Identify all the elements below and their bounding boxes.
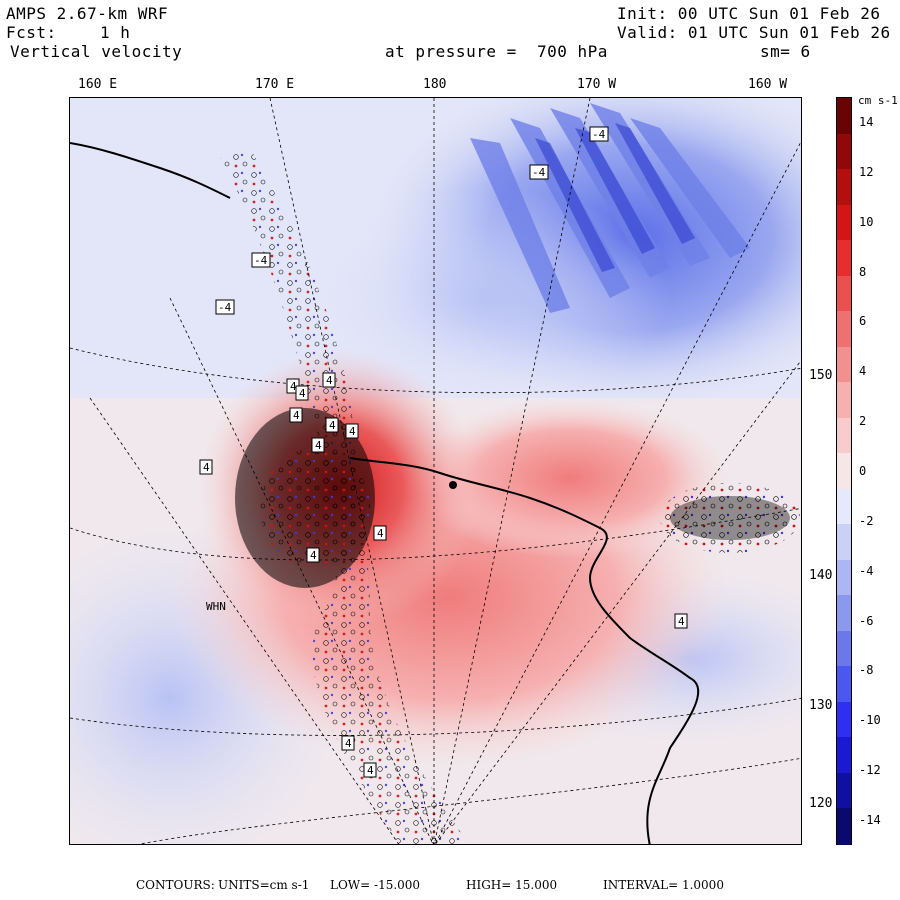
colorbar-tick-label: -8 bbox=[859, 663, 874, 678]
lon-label-170e: 170 E bbox=[255, 77, 295, 92]
svg-text:4: 4 bbox=[349, 425, 356, 438]
contour-label: -4 bbox=[589, 126, 609, 142]
model-title: AMPS 2.67-km WRF bbox=[6, 4, 169, 23]
colorbar-swatch bbox=[837, 98, 851, 135]
colorbar-tick-label: -12 bbox=[859, 763, 881, 778]
coastline-north bbox=[70, 142, 231, 199]
lon-label-180: 180 bbox=[423, 77, 447, 92]
map-plot: -4 -4 -4 -4 4 4 4 4 4 4 4 4 4 4 4 4 4 WH… bbox=[69, 97, 802, 845]
colorbar-swatch bbox=[837, 488, 851, 526]
footer-contours: CONTOURS: bbox=[136, 878, 215, 892]
colorbar-tick-label: -6 bbox=[859, 613, 874, 628]
contour-label: 4 bbox=[345, 423, 359, 439]
lon-label-160e: 160 E bbox=[78, 77, 118, 92]
positive-region-east bbox=[410, 398, 730, 558]
colorbar-swatch bbox=[837, 524, 851, 561]
svg-text:4: 4 bbox=[310, 549, 317, 562]
contour-label: 4 bbox=[325, 417, 339, 433]
footer-low: LOW= -15.000 bbox=[330, 878, 421, 892]
colorbar-swatch bbox=[837, 737, 851, 774]
contour-label: 4 bbox=[306, 547, 320, 563]
contour-label: 4 bbox=[341, 735, 355, 751]
forecast-label: Fcst: bbox=[6, 23, 57, 42]
colorbar-swatch bbox=[837, 630, 851, 668]
svg-text:4: 4 bbox=[290, 380, 297, 393]
valid-time: Valid: 01 UTC Sun 01 Feb 26 bbox=[617, 23, 891, 42]
contour-label: 4 bbox=[674, 613, 688, 629]
colorbar-tick-label: 10 bbox=[859, 214, 874, 229]
convection-east bbox=[660, 483, 800, 553]
contour-label: 4 bbox=[373, 525, 387, 541]
colorbar-swatch bbox=[837, 666, 851, 703]
colorbar-swatch bbox=[837, 701, 851, 739]
svg-text:4: 4 bbox=[377, 527, 384, 540]
svg-text:4: 4 bbox=[345, 737, 352, 750]
contour-label: 4 bbox=[289, 407, 303, 423]
colorbar-swatch bbox=[837, 275, 851, 313]
footer-units: UNITS=cm s-1 bbox=[218, 878, 310, 892]
colorbar-swatch bbox=[837, 595, 851, 632]
colorbar-swatch bbox=[837, 417, 851, 455]
footer-high: HIGH= 15.000 bbox=[466, 878, 558, 892]
station-label: WHN bbox=[206, 600, 226, 613]
colorbar-tick-label: -10 bbox=[859, 713, 881, 728]
colorbar-unit: cm s-1 bbox=[858, 94, 898, 107]
footer-interval: INTERVAL= 1.0000 bbox=[603, 878, 724, 892]
contour-label: -4 bbox=[251, 252, 271, 268]
svg-text:4: 4 bbox=[678, 615, 685, 628]
smoothing: sm= 6 bbox=[760, 42, 811, 61]
forecast-value: 1 h bbox=[100, 23, 131, 42]
svg-text:4: 4 bbox=[367, 764, 374, 777]
contour-label: 4 bbox=[199, 459, 213, 475]
contour-label: 4 bbox=[311, 437, 325, 453]
colorbar bbox=[836, 97, 852, 845]
lon-label-160w: 160 W bbox=[748, 77, 788, 92]
map-svg: -4 -4 -4 -4 4 4 4 4 4 4 4 4 4 4 4 4 4 WH… bbox=[70, 98, 801, 844]
svg-text:4: 4 bbox=[326, 374, 333, 387]
colorbar-swatch bbox=[837, 453, 851, 490]
colorbar-swatch bbox=[837, 240, 851, 277]
svg-text:4: 4 bbox=[293, 409, 300, 422]
colorbar-swatch bbox=[837, 808, 851, 845]
colorbar-swatch bbox=[837, 772, 851, 810]
contour-label: 4 bbox=[322, 372, 336, 388]
svg-text:4: 4 bbox=[315, 439, 322, 452]
contour-label: -4 bbox=[215, 299, 235, 315]
colorbar-tick-label: -14 bbox=[859, 813, 881, 828]
colorbar-swatch bbox=[837, 311, 851, 348]
svg-text:-4: -4 bbox=[592, 128, 606, 141]
contour-label: 4 bbox=[295, 385, 309, 401]
colorbar-tick-label: 8 bbox=[859, 264, 867, 279]
field-name: Vertical velocity bbox=[10, 42, 183, 61]
svg-text:4: 4 bbox=[329, 419, 336, 432]
colorbar-swatch bbox=[837, 559, 851, 597]
ice-shelf-edge bbox=[349, 457, 700, 844]
contour-label: -4 bbox=[529, 164, 549, 180]
pressure-level: at pressure = 700 hPa bbox=[385, 42, 608, 61]
svg-text:-4: -4 bbox=[218, 301, 232, 314]
colorbar-tick-label: 6 bbox=[859, 314, 867, 329]
svg-text:4: 4 bbox=[203, 461, 210, 474]
colorbar-tick-label: 0 bbox=[859, 464, 867, 478]
graticule bbox=[70, 98, 801, 844]
svg-text:-4: -4 bbox=[532, 166, 546, 179]
svg-text:-4: -4 bbox=[254, 254, 268, 267]
colorbar-tick-label: -4 bbox=[859, 563, 874, 578]
colorbar-swatch bbox=[837, 346, 851, 384]
colorbar-tick-label: 12 bbox=[859, 164, 874, 179]
svg-text:4: 4 bbox=[299, 387, 306, 400]
contour-labels: -4 -4 -4 -4 4 4 4 4 4 4 4 4 4 4 4 4 4 bbox=[199, 126, 688, 778]
colorbar-swatch bbox=[837, 169, 851, 206]
init-time: Init: 00 UTC Sun 01 Feb 26 bbox=[617, 4, 881, 23]
colorbar-tick-label: 4 bbox=[859, 364, 867, 379]
colorbar-tick-label: 14 bbox=[859, 114, 874, 129]
colorbar-swatch bbox=[837, 133, 851, 171]
station-marker bbox=[449, 481, 457, 489]
colorbar-swatch bbox=[837, 204, 851, 242]
colorbar-tick-label: 2 bbox=[859, 414, 867, 429]
contour-label: 4 bbox=[363, 762, 377, 778]
colorbar-tick-label: -2 bbox=[859, 513, 874, 528]
lon-label-170w: 170 W bbox=[577, 77, 617, 92]
colorbar-swatch bbox=[837, 382, 851, 419]
